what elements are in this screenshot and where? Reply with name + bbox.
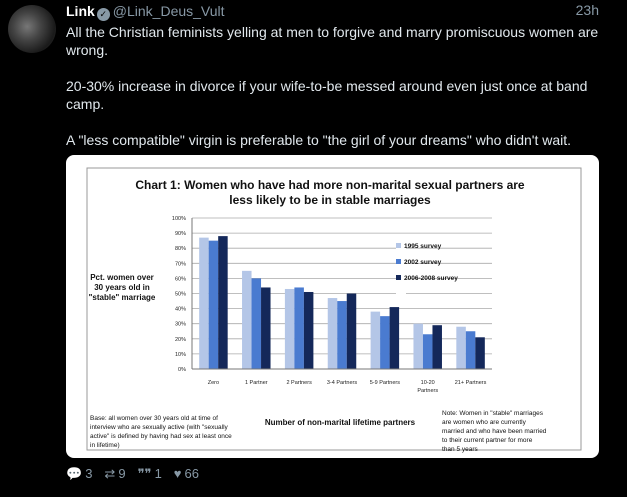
tweet-actions: 💬 3 ⇄ 9 ❞❞ 1 ♥ 66 [66,466,199,482]
bar-1995-survey [242,270,252,369]
retweet-icon: ⇄ [104,466,116,481]
quote-button[interactable]: ❞❞ 1 [138,466,162,482]
verified-badge-icon: ✓ [96,8,110,21]
heart-icon: ♥ [173,466,182,481]
tweet-paragraph: A "less compatible" virgin is preferable… [66,132,572,148]
y-tick-label: 20% [175,337,186,343]
base-note: in lifetime) [90,442,120,449]
bar-1995-survey [413,323,423,369]
stable-note: to their current partner for more [442,437,533,444]
y-axis-label: "stable" marriage [89,293,156,302]
reply-button[interactable]: 💬 3 [66,466,92,482]
like-button[interactable]: ♥ 66 [174,466,199,482]
base-note: Base: all women over 30 years old at tim… [90,415,218,422]
bar-2002-survey [294,287,304,369]
x-axis-label: Number of non-marital lifetime partners [265,418,416,427]
legend-bg [396,271,406,297]
x-tick-label: 21+ Partners [455,380,487,386]
legend-bg [396,255,406,281]
base-note: interview who are sexually active (with … [90,424,229,431]
chart-title: less likely to be in stable marriages [229,193,431,207]
tweet-paragraph: 20-30% increase in divorce if your wife-… [66,78,588,112]
retweet-count: 9 [118,466,126,481]
y-tick-label: 10% [175,352,186,358]
bar-2002-survey [465,331,476,369]
y-tick-label: 90% [175,231,186,237]
y-tick-label: 30% [175,322,186,328]
y-tick-label: 60% [175,276,186,282]
x-tick-label: 1 Partner [245,380,268,386]
bar-2002-survey [422,334,433,369]
quote-icon: ❞❞ [137,466,152,481]
y-tick-label: 70% [175,261,186,267]
x-tick-label: 2 Partners [286,380,312,386]
y-tick-label: 40% [175,307,186,313]
timestamp[interactable]: 23h [575,2,599,18]
reply-icon: 💬 [66,466,83,481]
bar-1995-survey [456,326,466,369]
bar-chart: Chart 1: Women who have had more non-mar… [86,167,582,453]
bar-1995-survey [327,298,338,369]
bar-2006-2008-survey [389,307,400,369]
reply-count: 3 [85,466,93,481]
y-axis-label: 30 years old in [94,283,150,292]
x-tick-label: 10-20 [421,380,435,386]
legend-swatch [396,259,401,264]
y-tick-label: 50% [175,292,186,298]
y-axis-label: Pct. women over [90,273,154,282]
legend-label: 1995 survey [404,243,442,250]
bar-1995-survey [199,237,209,369]
tweet-image[interactable]: Chart 1: Women who have had more non-mar… [66,155,599,458]
legend-label: 2002 survey [404,259,442,266]
bar-2006-2008-survey [432,325,442,369]
like-count: 66 [184,466,199,481]
bar-1995-survey [370,311,381,369]
x-tick-label: Zero [208,380,219,386]
legend-swatch [396,275,401,280]
x-tick-label: 3-4 Partners [327,380,358,386]
stable-note: married and who have been married [442,428,547,435]
stable-note: than 5 years [442,446,479,453]
y-tick-label: 80% [175,246,186,252]
bar-2006-2008-survey [261,287,271,369]
tweet-text: All the Christian feminists yelling at m… [66,23,606,167]
bar-2002-survey [337,301,347,369]
x-tick-label: 5-9 Partners [370,380,401,386]
tweet-paragraph: All the Christian feminists yelling at m… [66,24,599,58]
legend-label: 2006-2008 survey [404,275,458,282]
quote-count: 1 [154,466,162,481]
avatar[interactable] [8,5,56,53]
bar-1995-survey [284,288,295,369]
legend-swatch [396,243,401,248]
bar-2006-2008-survey [346,293,357,369]
bar-2002-survey [380,316,390,369]
bar-2002-survey [208,240,219,369]
base-note: active" is defined by having had sex at … [90,433,232,440]
retweet-button[interactable]: ⇄ 9 [104,466,125,482]
bar-2006-2008-survey [303,291,314,369]
chart-title: Chart 1: Women who have had more non-mar… [135,178,525,192]
bar-2006-2008-survey [475,337,485,369]
tweet-header: Link ✓ @Link_Deus_Vult [66,2,225,21]
stable-note: Note: Women in "stable" marriages [442,410,544,417]
user-handle[interactable]: @Link_Deus_Vult [112,3,225,19]
display-name[interactable]: Link [66,3,95,19]
legend-bg [396,239,406,265]
y-tick-label: 0% [178,367,186,373]
stable-note: are women who are currently [442,419,527,426]
x-tick-label: Partners [417,388,438,394]
bar-2006-2008-survey [218,236,228,369]
y-tick-label: 100% [172,216,186,222]
bar-2002-survey [251,278,262,369]
